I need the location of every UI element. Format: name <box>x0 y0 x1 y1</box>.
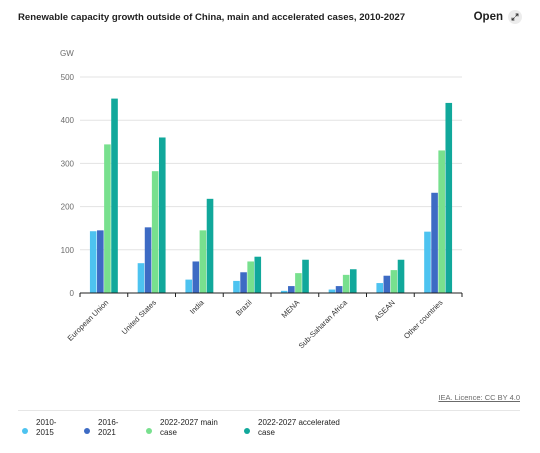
open-label: Open <box>473 11 503 23</box>
bar-1 <box>185 279 193 293</box>
bar-4 <box>254 256 262 293</box>
bar-3 <box>342 274 350 293</box>
y-axis-unit: GW <box>60 49 74 58</box>
axes: GW 0 100 200 300 400 500 European Union United S… <box>60 49 463 350</box>
bar-3 <box>390 270 398 293</box>
bar-4 <box>349 269 357 293</box>
bar-4 <box>445 102 453 293</box>
legend-label: 2010-2015 <box>36 418 57 437</box>
legend-label: 2016-2021 <box>98 418 119 437</box>
bar-1 <box>376 283 384 293</box>
bar-2 <box>192 261 200 293</box>
legend-swatch <box>244 428 250 434</box>
bar-2 <box>431 192 438 293</box>
licence-link[interactable]: IEA. Licence: CC BY 4.0 <box>438 393 520 402</box>
chart-title: Renewable capacity growth outside of Chi… <box>18 12 406 23</box>
grid-lines <box>80 76 462 251</box>
legend-label: 2022-2027 main case <box>160 418 218 437</box>
bar-chart: GW 0 100 200 300 400 500 European Union United S… <box>60 49 463 350</box>
bar-2 <box>288 286 295 293</box>
y-tick-label: 100 <box>61 246 75 255</box>
legend-item-2022-2027-main[interactable]: 2022-2027 main case <box>146 418 232 438</box>
bars <box>89 98 453 293</box>
bar-4 <box>397 259 405 293</box>
bar-2 <box>335 286 343 293</box>
bar-3 <box>438 150 445 293</box>
x-tick-label: Brazil <box>234 298 254 318</box>
bar-2 <box>144 227 152 293</box>
bar-2 <box>240 272 247 293</box>
y-tick-label: 300 <box>61 159 75 168</box>
x-tick-label: European Union <box>66 298 111 343</box>
legend-swatch <box>22 428 28 434</box>
legend-item-2010-2015[interactable]: 2010-2015 <box>22 418 68 438</box>
bar-1 <box>89 231 97 293</box>
x-tick-label: ASEAN <box>372 298 396 322</box>
expand-icon <box>508 10 522 24</box>
bar-3 <box>199 230 207 293</box>
y-tick-label: 0 <box>70 289 75 298</box>
legend-label: 2022-2027 accelerated case <box>258 418 340 437</box>
bar-4 <box>111 98 118 293</box>
y-tick-label: 200 <box>61 203 75 212</box>
legend-divider <box>18 410 520 411</box>
x-tick-label: Other countries <box>402 298 445 341</box>
bar-4 <box>302 259 309 293</box>
legend-swatch <box>146 428 152 434</box>
bar-3 <box>247 261 254 293</box>
x-tick-label: Sub-Saharan Africa <box>297 297 350 350</box>
x-tick-label: MENA <box>280 298 302 320</box>
bar-4 <box>158 137 166 293</box>
legend: 2010-2015 2016-2021 2022-2027 main case … <box>18 418 528 448</box>
legend-swatch <box>84 428 90 434</box>
bar-1 <box>328 289 336 293</box>
bar-1 <box>233 280 240 293</box>
legend-item-2022-2027-accelerated[interactable]: 2022-2027 accelerated case <box>244 418 354 438</box>
bar-3 <box>151 171 159 293</box>
y-tick-label: 400 <box>61 116 75 125</box>
bar-2 <box>97 230 104 293</box>
legend-item-2016-2021[interactable]: 2016-2021 <box>84 418 130 438</box>
bar-2 <box>383 275 391 293</box>
bar-1 <box>424 231 431 293</box>
bar-3 <box>104 144 111 293</box>
x-tick-label: United States <box>120 298 158 336</box>
bar-1 <box>280 290 288 293</box>
bar-4 <box>206 198 214 293</box>
open-button[interactable]: Open <box>474 10 522 24</box>
y-tick-label: 500 <box>61 73 75 82</box>
bar-1 <box>137 263 145 293</box>
bar-3 <box>295 273 302 293</box>
x-tick-label: India <box>188 297 206 315</box>
